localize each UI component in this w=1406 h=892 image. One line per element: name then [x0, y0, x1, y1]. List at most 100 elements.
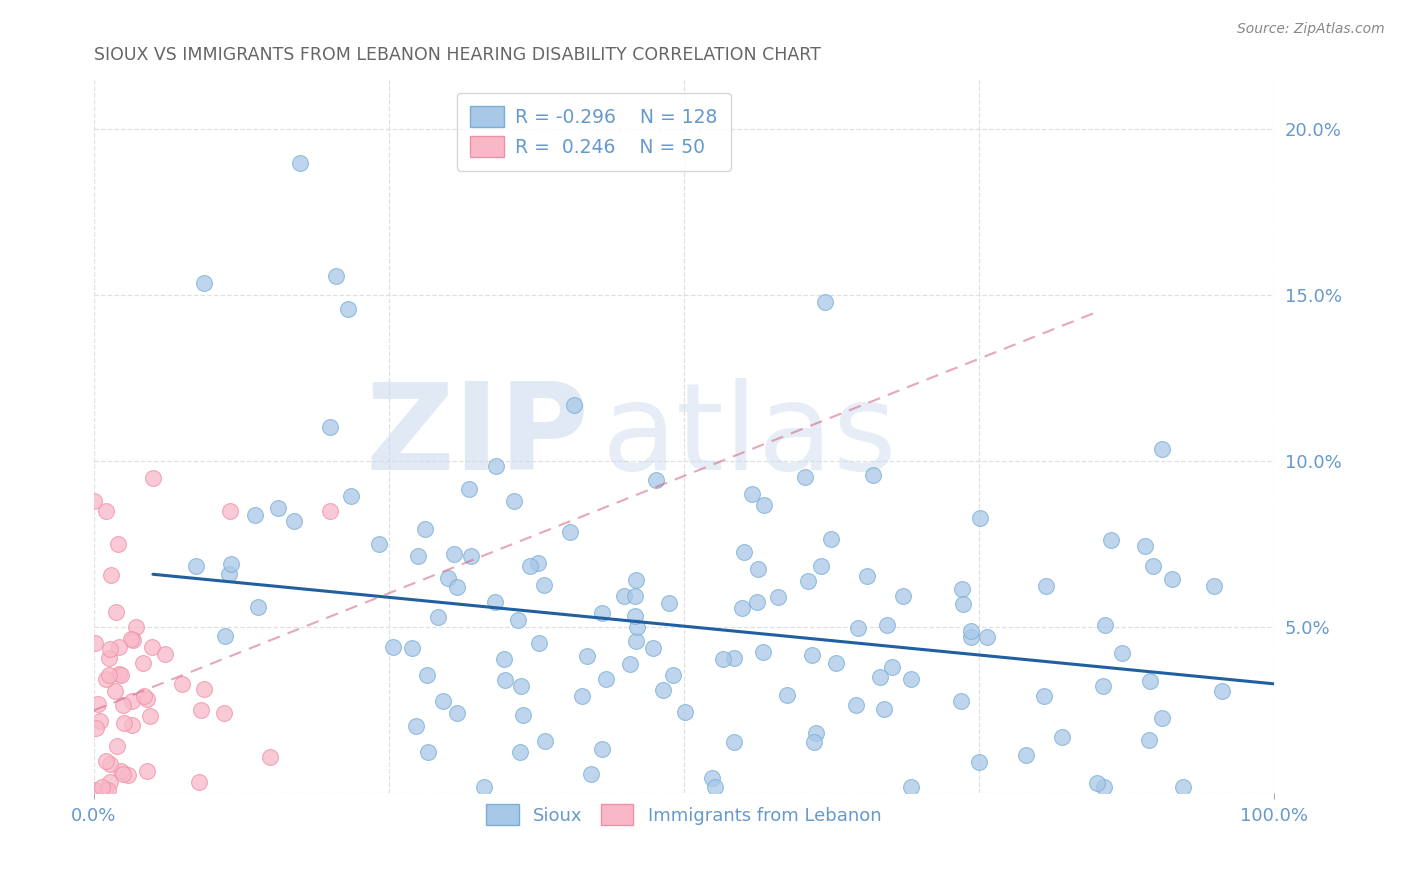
Point [97, 783, 120, 797]
Point [576, 648, 599, 663]
Point [112, 715, 135, 730]
Point [186, 559, 208, 574]
Point [512, 707, 534, 722]
Point [529, 635, 551, 649]
Point [259, 750, 281, 764]
Point [1050, 731, 1073, 745]
Point [94, 672, 117, 686]
Point [619, 657, 641, 672]
Point [110, 764, 132, 779]
Point [641, 641, 664, 656]
Point [1085, 776, 1108, 790]
Point [214, 629, 236, 643]
Point [571, 689, 593, 703]
Point [432, 694, 454, 708]
Point [142, 471, 165, 485]
Point [368, 537, 391, 551]
Point [107, 537, 129, 551]
Point [752, 499, 775, 513]
Point [825, 656, 848, 670]
Point [509, 745, 531, 759]
Point [856, 568, 879, 582]
Point [94, 755, 117, 769]
Point [1160, 572, 1182, 586]
Point [1202, 579, 1225, 593]
Point [810, 558, 832, 573]
Point [741, 487, 763, 501]
Point [484, 595, 506, 609]
Point [893, 589, 915, 603]
Point [325, 268, 347, 283]
Point [1092, 679, 1115, 693]
Point [862, 468, 884, 483]
Point [1094, 617, 1116, 632]
Point [336, 301, 359, 316]
Point [460, 549, 482, 563]
Point [1111, 646, 1133, 660]
Point [752, 645, 775, 659]
Point [190, 703, 212, 717]
Point [591, 741, 613, 756]
Point [820, 532, 842, 546]
Point [1137, 732, 1160, 747]
Point [188, 775, 211, 789]
Point [723, 650, 745, 665]
Point [960, 624, 983, 638]
Point [508, 613, 530, 627]
Point [1092, 780, 1115, 794]
Point [125, 620, 148, 634]
Point [117, 768, 139, 782]
Point [731, 601, 754, 615]
Point [492, 652, 515, 666]
Point [623, 589, 645, 603]
Legend: Sioux, Immigrants from Lebanon: Sioux, Immigrants from Lebanon [477, 796, 890, 834]
Point [814, 295, 837, 310]
Point [110, 667, 132, 681]
Point [1211, 683, 1233, 698]
Point [381, 640, 404, 655]
Point [527, 556, 550, 570]
Point [800, 648, 823, 662]
Point [766, 590, 789, 604]
Point [120, 632, 142, 646]
Text: ZIP: ZIP [366, 378, 589, 495]
Point [121, 718, 143, 732]
Point [98, 757, 121, 772]
Point [581, 766, 603, 780]
Point [401, 641, 423, 656]
Point [873, 702, 896, 716]
Point [105, 605, 128, 619]
Point [100, 568, 122, 582]
Point [91, 780, 114, 795]
Point [519, 558, 541, 573]
Point [83, 494, 105, 508]
Point [673, 706, 696, 720]
Point [89, 714, 111, 728]
Point [108, 667, 131, 681]
Point [319, 504, 342, 518]
Point [533, 733, 555, 747]
Point [485, 458, 508, 473]
Point [212, 706, 235, 720]
Point [700, 772, 723, 786]
Point [1152, 711, 1174, 725]
Point [626, 573, 648, 587]
Point [193, 276, 215, 290]
Point [1152, 442, 1174, 456]
Point [283, 515, 305, 529]
Point [803, 734, 825, 748]
Point [900, 780, 922, 794]
Point [319, 420, 342, 434]
Point [797, 574, 820, 588]
Point [626, 620, 648, 634]
Point [1142, 558, 1164, 573]
Point [494, 673, 516, 687]
Point [446, 581, 468, 595]
Point [952, 597, 974, 611]
Point [1139, 674, 1161, 689]
Point [219, 558, 242, 572]
Point [976, 630, 998, 644]
Point [138, 709, 160, 723]
Point [104, 684, 127, 698]
Point [443, 547, 465, 561]
